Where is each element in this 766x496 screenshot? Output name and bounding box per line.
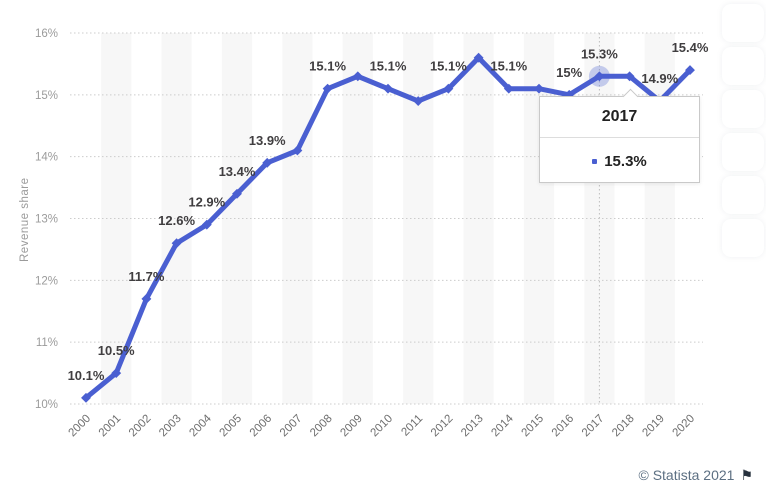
side-toolbar-button-1[interactable] xyxy=(722,4,764,42)
data-point-label: 15.3% xyxy=(581,46,618,61)
tooltip-value-row: 15.3% xyxy=(540,153,699,170)
flag-icon[interactable]: ⚑ xyxy=(740,467,753,483)
data-point-label: 15% xyxy=(556,65,582,80)
x-tick-label: 2007 xyxy=(278,413,305,440)
x-tick-label: 2015 xyxy=(520,413,547,440)
data-point-label: 13.4% xyxy=(219,164,256,179)
data-point-marker[interactable] xyxy=(201,219,212,230)
data-point-marker[interactable] xyxy=(624,71,635,82)
series-dot-icon xyxy=(592,159,598,164)
y-tick-label: 13% xyxy=(35,214,58,226)
data-point-marker[interactable] xyxy=(534,83,544,94)
side-toolbar xyxy=(722,4,764,257)
data-point-label: 11.7% xyxy=(128,269,165,284)
data-point-marker[interactable] xyxy=(171,238,182,249)
data-point-label: 15.1% xyxy=(309,59,346,74)
x-tick-label: 2000 xyxy=(67,413,94,440)
x-tick-label: 2017 xyxy=(580,413,607,440)
data-point-label: 15.4% xyxy=(672,40,709,55)
x-tick-label: 2003 xyxy=(157,413,184,440)
x-tick-label: 2010 xyxy=(369,413,396,440)
y-tick-label: 10% xyxy=(35,399,58,411)
x-tick-label: 2019 xyxy=(640,413,667,440)
x-tick-label: 2012 xyxy=(429,413,456,440)
x-tick-label: 2013 xyxy=(459,413,486,440)
tooltip-divider xyxy=(540,137,699,138)
data-point-label: 12.9% xyxy=(188,195,225,210)
data-point-marker[interactable] xyxy=(262,157,273,168)
x-tick-label: 2001 xyxy=(97,413,124,440)
side-toolbar-button-6[interactable] xyxy=(722,219,764,257)
data-point-label: 10.5% xyxy=(98,343,135,358)
x-tick-label: 2009 xyxy=(338,413,365,440)
x-tick-label: 2016 xyxy=(550,413,577,440)
data-point-marker[interactable] xyxy=(594,71,605,82)
x-tick-label: 2002 xyxy=(127,413,154,440)
data-point-marker[interactable] xyxy=(685,65,695,76)
x-tick-label: 2004 xyxy=(187,412,214,439)
data-point-label: 12.6% xyxy=(158,213,195,228)
data-point-label: 13.9% xyxy=(249,133,286,148)
data-point-marker[interactable] xyxy=(232,188,242,199)
year-band xyxy=(342,33,373,404)
data-point-label: 15.1% xyxy=(490,59,527,74)
tooltip-year: 2017 xyxy=(601,108,638,125)
copyright-text: © Statista 2021 xyxy=(638,467,735,483)
data-point-marker[interactable] xyxy=(141,293,152,304)
side-toolbar-button-5[interactable] xyxy=(722,176,764,214)
x-tick-label: 2005 xyxy=(218,413,245,440)
y-tick-label: 12% xyxy=(35,275,58,287)
tooltip-value: 15.3% xyxy=(604,153,647,170)
side-toolbar-button-2[interactable] xyxy=(722,47,764,85)
y-tick-label: 16% xyxy=(35,28,58,40)
y-tick-label: 15% xyxy=(35,90,58,102)
y-axis-title: Revenue share xyxy=(19,177,31,263)
y-tick-label: 14% xyxy=(35,152,58,164)
x-tick-label: 2006 xyxy=(248,413,275,440)
x-tick-label: 2018 xyxy=(610,413,637,440)
x-tick-label: 2008 xyxy=(308,413,335,440)
data-point-label: 10.1% xyxy=(68,368,105,383)
side-toolbar-button-4[interactable] xyxy=(722,133,764,171)
data-point-marker[interactable] xyxy=(292,145,303,156)
x-tick-label: 2014 xyxy=(489,412,516,439)
copyright-bar: © Statista 2021 ⚑ xyxy=(639,467,754,483)
side-toolbar-button-3[interactable] xyxy=(722,90,764,128)
tooltip: 2017 15.3% xyxy=(539,88,700,183)
y-tick-label: 11% xyxy=(36,337,58,349)
x-tick-label: 2020 xyxy=(671,413,698,440)
data-point-label: 15.1% xyxy=(370,59,407,74)
x-tick-label: 2011 xyxy=(399,413,425,439)
data-point-label: 15.1% xyxy=(430,59,467,74)
data-point-label: 14.9% xyxy=(641,71,678,86)
